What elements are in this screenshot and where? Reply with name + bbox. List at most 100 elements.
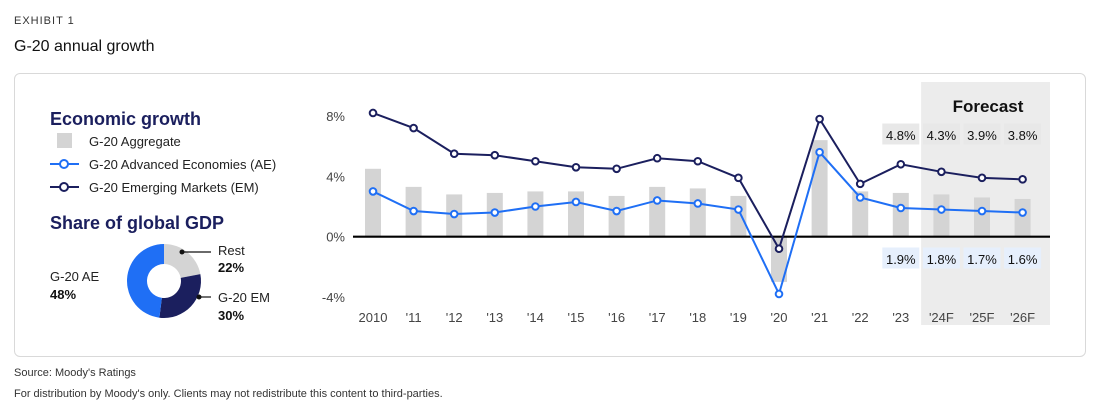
- x-tick-label: 2010: [359, 310, 388, 325]
- x-tick-label: '20: [771, 310, 788, 325]
- ae-data-label-bg: [1004, 247, 1042, 269]
- y-axis: 8% 4% 0% -4%: [322, 109, 346, 305]
- em-data-label-bg: [882, 123, 920, 145]
- x-axis: 2010 '11 '12 '13 '14 '15 '16 '17 '18 '19 '20 '21 '22…: [359, 310, 1036, 325]
- ae-point: [896, 203, 906, 213]
- legend-title: Economic growth: [50, 109, 201, 129]
- share-em-value: 30%: [218, 308, 244, 323]
- x-tick-label: '15: [568, 310, 585, 325]
- share-ae-name: G-20 AE: [50, 269, 99, 284]
- em-data-label-bg: [922, 123, 960, 145]
- em-data-label-bg: [963, 123, 1001, 145]
- x-tick-label: '13: [486, 310, 503, 325]
- legend-aggregate-swatch: [57, 133, 72, 148]
- em-point: [693, 156, 703, 166]
- aggregate-bar: [608, 195, 625, 237]
- em-point: [977, 173, 987, 183]
- aggregate-bar: [1014, 198, 1031, 237]
- share-rest-value: 22%: [218, 260, 244, 275]
- legend-em-label: G-20 Emerging Markets (EM): [89, 180, 259, 195]
- share-em-name: G-20 EM: [218, 290, 270, 305]
- ae-point: [571, 197, 581, 207]
- share-rest-name: Rest: [218, 243, 245, 258]
- em-point: [612, 164, 621, 174]
- em-data-label: 4.8%: [886, 128, 916, 143]
- donut-slice-rest: [164, 244, 201, 278]
- x-tick-label: '23: [892, 310, 909, 325]
- em-point: [571, 162, 581, 172]
- ae-point: [855, 193, 865, 202]
- x-tick-label: '11: [406, 310, 422, 325]
- chart-canvas: Economic growth G-20 Aggregate G-20 Adva…: [50, 82, 1050, 325]
- ae-point: [734, 205, 743, 214]
- y-tick-label: 0%: [326, 230, 345, 245]
- aggregate-bar: [527, 191, 544, 237]
- legend: Economic growth G-20 Aggregate G-20 Adva…: [50, 109, 276, 195]
- aggregate-bar: [933, 194, 950, 237]
- ae-point: [815, 147, 824, 157]
- ae-point: [1018, 208, 1027, 217]
- ae-point: [449, 209, 459, 219]
- y-tick-label: 4%: [326, 169, 345, 184]
- em-point: [896, 159, 906, 169]
- ae-point: [612, 206, 621, 216]
- em-point: [937, 167, 946, 177]
- donut-slice-g-20-em: [159, 274, 202, 318]
- ae-data-label-bg: [922, 247, 960, 269]
- em-point: [774, 244, 784, 254]
- rest-leader-dot: [179, 249, 185, 255]
- ae-data-label: 1.6%: [1008, 252, 1038, 267]
- em-data-label: 3.8%: [1008, 128, 1038, 143]
- ae-point: [977, 206, 987, 216]
- legend-aggregate-label: G-20 Aggregate: [89, 134, 181, 149]
- page-title: G-20 annual growth: [14, 38, 155, 55]
- aggregate-bar: [852, 191, 869, 237]
- em-leader-dot: [196, 294, 202, 300]
- em-point: [815, 114, 824, 124]
- x-tick-label: '22: [852, 310, 869, 325]
- em-data-label: 3.9%: [967, 128, 997, 143]
- ae-point: [774, 289, 784, 299]
- x-tick-label: '17: [649, 310, 666, 325]
- aggregate-bar: [974, 197, 990, 237]
- em-data-label-bg: [1004, 123, 1042, 145]
- distribution-note: For distribution by Moody's only. Client…: [14, 388, 443, 400]
- aggregate-bar: [689, 188, 706, 237]
- y-tick-label: 8%: [326, 109, 345, 124]
- ae-data-label: 1.9%: [886, 252, 916, 267]
- ae-point: [531, 202, 540, 211]
- legend-ae-label: G-20 Advanced Economies (AE): [89, 157, 276, 172]
- source-note: Source: Moody's Ratings: [14, 367, 136, 379]
- em-point: [490, 150, 500, 160]
- x-tick-label: '14: [527, 310, 544, 325]
- em-point: [368, 108, 378, 118]
- aggregate-bar: [730, 195, 747, 237]
- chart-card: Economic growth G-20 Aggregate G-20 Adva…: [14, 73, 1086, 357]
- ae-data-label-bg: [963, 247, 1001, 269]
- ae-data-label: 1.8%: [927, 252, 957, 267]
- x-tick-label: '25F: [970, 310, 995, 325]
- exhibit-label: EXHIBIT 1: [14, 15, 75, 27]
- aggregate-bar: [892, 192, 909, 237]
- share-donut: [127, 244, 202, 318]
- x-tick-label: '19: [730, 310, 747, 325]
- ae-point: [937, 205, 946, 214]
- x-tick-label: '16: [608, 310, 625, 325]
- ae-point: [409, 206, 418, 216]
- legend-em-marker: [59, 182, 69, 192]
- y-tick-label: -4%: [322, 290, 346, 305]
- ae-point: [490, 208, 500, 217]
- em-data-label: 4.3%: [927, 128, 957, 143]
- x-tick-label: '18: [689, 310, 706, 325]
- em-point: [449, 149, 459, 159]
- em-point: [1018, 175, 1027, 184]
- series-lines: [368, 108, 1027, 299]
- forecast-label: Forecast: [953, 97, 1024, 116]
- em-point: [855, 179, 865, 189]
- em-point: [652, 153, 662, 163]
- x-tick-label: '26F: [1010, 310, 1035, 325]
- ae-data-label-bg: [882, 247, 920, 269]
- aggregate-bar: [649, 186, 666, 237]
- ae-data-label: 1.7%: [967, 252, 997, 267]
- x-tick-label: '12: [446, 310, 463, 325]
